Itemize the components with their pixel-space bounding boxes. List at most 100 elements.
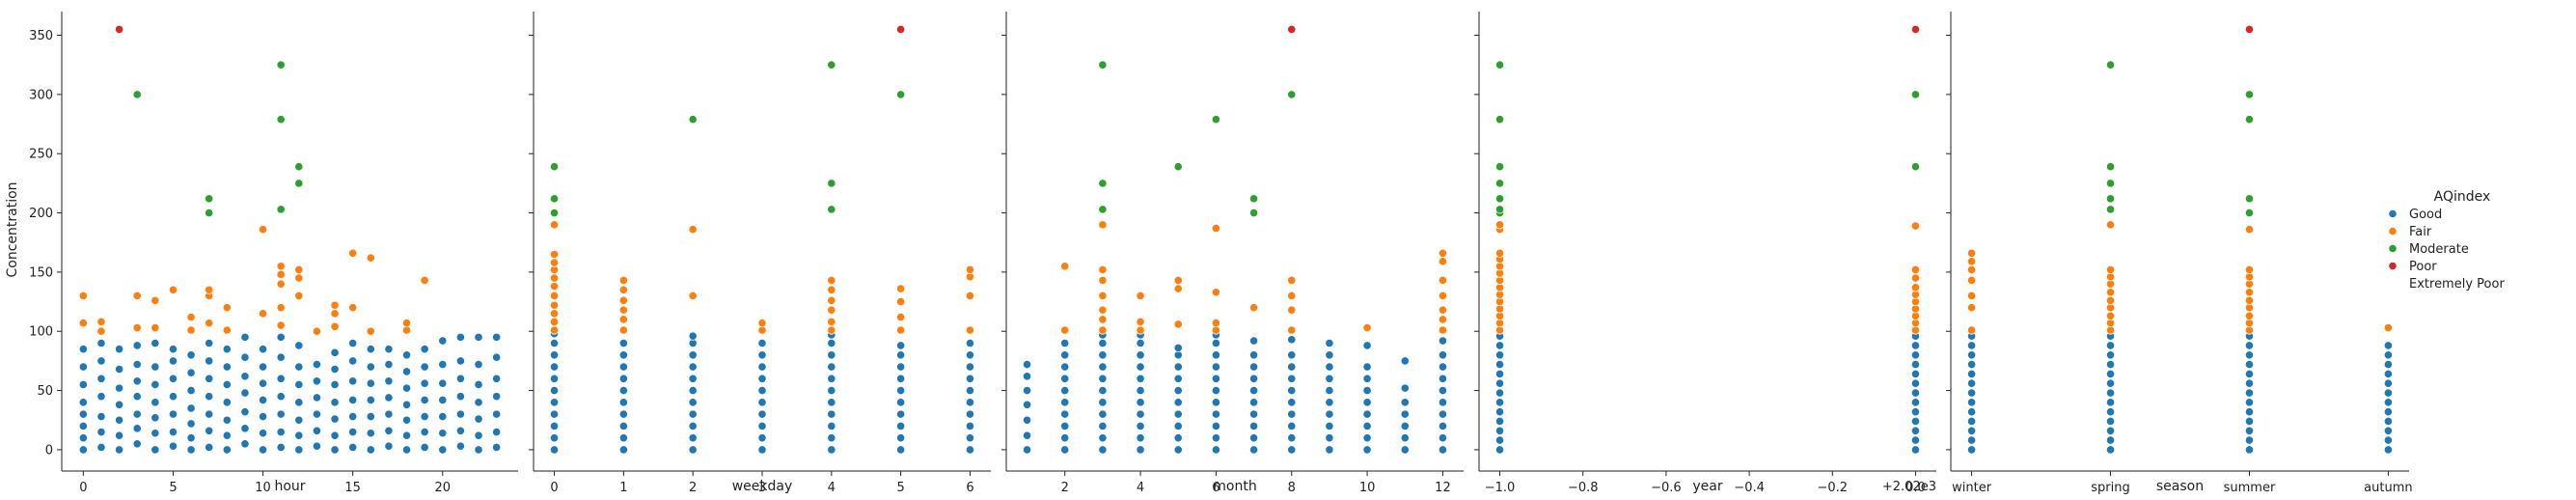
data-point [205, 208, 214, 218]
data-point [1211, 288, 1221, 297]
data-point [1438, 325, 1448, 335]
data-point [132, 439, 142, 449]
data-point [1136, 350, 1145, 360]
data-point [2244, 407, 2255, 417]
data-point [688, 409, 698, 419]
data-point [827, 338, 836, 348]
data-point [420, 395, 429, 404]
data-point [1438, 350, 1448, 360]
data-point [96, 411, 106, 422]
data-point [205, 374, 214, 383]
data-point [96, 326, 106, 336]
data-point [1098, 350, 1108, 360]
data-point [132, 376, 142, 386]
data-point [2383, 341, 2394, 350]
data-point [618, 315, 628, 324]
data-point [1211, 115, 1221, 125]
data-point [757, 398, 767, 407]
series-poor [1910, 24, 1921, 35]
data-point [757, 350, 767, 360]
y-axis-label: Concentration [5, 181, 20, 277]
data-point [1098, 264, 1108, 275]
data-point [384, 393, 394, 403]
data-point [1966, 257, 1977, 266]
data-point [549, 421, 560, 431]
data-point [276, 60, 286, 69]
data-point [1438, 421, 1448, 431]
data-point [688, 421, 698, 431]
legend-marker [2388, 243, 2398, 254]
data-point [168, 285, 178, 294]
data-point [294, 291, 304, 301]
data-point [384, 345, 394, 354]
data-point [896, 24, 906, 35]
data-point [896, 374, 906, 383]
data-point [186, 368, 196, 377]
data-point [348, 411, 358, 422]
data-point [965, 325, 975, 335]
data-point [348, 356, 358, 366]
data-point [2383, 416, 2394, 427]
data-point [1362, 322, 1372, 333]
data-point [1400, 383, 1410, 393]
data-point [618, 295, 628, 305]
series-moderate [549, 60, 906, 218]
series-fair [1060, 220, 1448, 335]
data-point [330, 398, 340, 407]
data-point [1910, 369, 1921, 379]
data-point [1287, 305, 1297, 315]
data-point [2383, 322, 2394, 333]
data-point [2105, 220, 2116, 230]
data-point [420, 427, 429, 437]
data-point [492, 374, 502, 383]
data-point [78, 345, 88, 354]
data-point [1287, 409, 1297, 419]
y-tick-label: 300 [29, 88, 53, 102]
data-point [151, 322, 160, 333]
data-point [1287, 350, 1297, 360]
x-tick-label: 10 [1359, 481, 1376, 495]
data-point [1173, 362, 1183, 372]
data-point [132, 90, 142, 99]
data-point [96, 317, 106, 327]
data-point [455, 392, 466, 402]
data-point [2244, 416, 2255, 427]
data-point [114, 364, 124, 375]
data-point [549, 325, 560, 335]
data-point [330, 379, 340, 390]
data-point [401, 383, 412, 393]
data-point [366, 362, 375, 372]
data-point [384, 409, 394, 419]
data-point [1494, 398, 1505, 407]
y-tick-label: 0 [45, 443, 53, 458]
data-point [78, 319, 88, 328]
series-moderate [1494, 60, 1921, 218]
data-point [312, 409, 322, 419]
data-point [688, 350, 698, 360]
data-point [186, 403, 196, 413]
data-point [438, 411, 448, 422]
data-point [330, 309, 340, 319]
data-point [294, 179, 304, 188]
data-point [827, 398, 836, 407]
x-tick-label: 8 [1288, 481, 1296, 495]
data-point [2244, 369, 2255, 379]
data-point [1910, 445, 1921, 455]
legend-item-good: Good [2388, 208, 2442, 222]
data-point [366, 411, 375, 422]
data-point [827, 385, 836, 396]
data-point [1248, 303, 1259, 313]
legend-items: Good Fair Moderate Poor Extremely Poor [2388, 208, 2505, 292]
data-point [1966, 303, 1977, 313]
data-point [1211, 385, 1221, 396]
data-point [240, 407, 250, 417]
data-point [1966, 445, 1977, 455]
facet-panel-hour: 0 50 100 150 200 250 300 350 0 5 10 15 20 hour [29, 12, 518, 495]
data-point [1494, 369, 1505, 379]
data-point [258, 445, 268, 455]
data-point [1494, 60, 1505, 69]
series-fair [549, 220, 975, 335]
data-point [258, 362, 268, 372]
